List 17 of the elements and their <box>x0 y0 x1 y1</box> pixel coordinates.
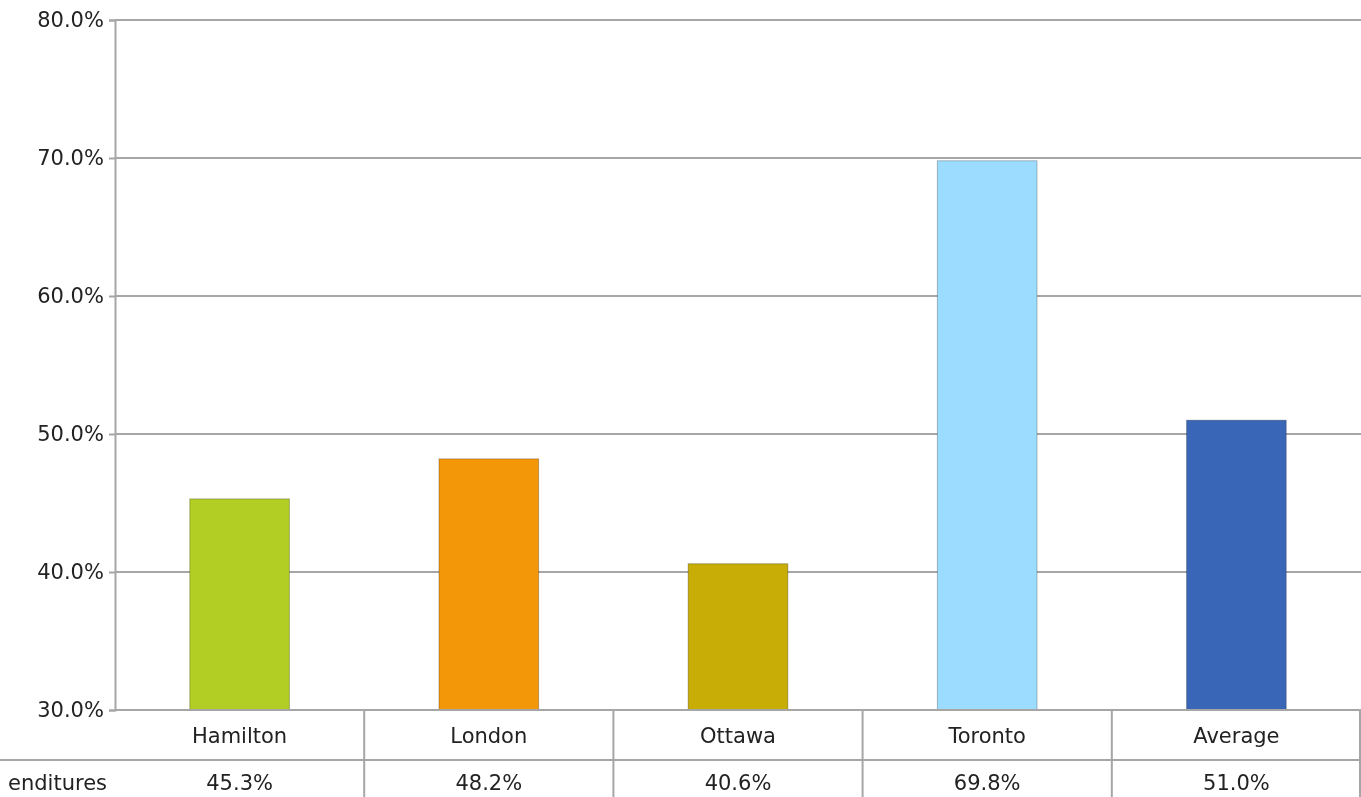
y-tick-label: 50.0% <box>37 422 104 447</box>
y-tick-label: 80.0% <box>37 8 104 33</box>
y-tick-label: 40.0% <box>37 560 104 585</box>
data-label: 69.8% <box>953 771 1021 795</box>
x-tick-label: Average <box>1193 724 1280 748</box>
y-tick-label: 30.0% <box>37 698 104 723</box>
x-tick-label: Ottawa <box>700 724 776 748</box>
y-tick-label: 70.0% <box>37 146 104 171</box>
x-tick-label: Hamilton <box>192 724 288 748</box>
x-tick-label: Toronto <box>947 724 1026 748</box>
data-label: 40.6% <box>704 771 772 795</box>
data-label: 48.2% <box>455 771 523 795</box>
y-tick-label: 60.0% <box>37 284 104 309</box>
data-label: 51.0% <box>1203 771 1270 795</box>
x-tick-label: London <box>450 724 528 748</box>
data-label: 45.3% <box>206 771 273 795</box>
text: enditures <box>8 771 107 795</box>
